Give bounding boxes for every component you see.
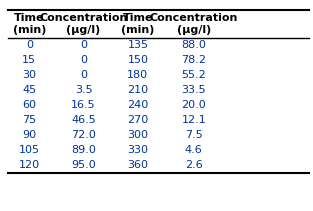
Text: 95.0: 95.0: [71, 160, 96, 170]
Text: 15: 15: [22, 55, 36, 65]
Text: 60: 60: [22, 100, 36, 110]
Text: 72.0: 72.0: [71, 130, 96, 140]
Text: 2.6: 2.6: [185, 160, 203, 170]
Text: 330: 330: [127, 145, 148, 155]
Text: 105: 105: [19, 145, 40, 155]
Text: 0: 0: [80, 55, 87, 65]
Text: 4.6: 4.6: [185, 145, 203, 155]
Text: 7.5: 7.5: [185, 130, 203, 140]
Text: 180: 180: [127, 70, 148, 80]
Text: 90: 90: [22, 130, 36, 140]
Text: 3.5: 3.5: [75, 85, 92, 95]
Text: 20.0: 20.0: [181, 100, 206, 110]
Text: 270: 270: [127, 115, 148, 125]
Text: 75: 75: [22, 115, 36, 125]
Text: 135: 135: [127, 40, 148, 50]
Text: Concentration
(μg/l): Concentration (μg/l): [150, 13, 238, 35]
Text: 46.5: 46.5: [71, 115, 96, 125]
Text: 150: 150: [127, 55, 148, 65]
Text: 33.5: 33.5: [182, 85, 206, 95]
Text: 0: 0: [80, 70, 87, 80]
Text: 240: 240: [127, 100, 148, 110]
Text: 0: 0: [80, 40, 87, 50]
Text: 360: 360: [127, 160, 148, 170]
Text: Time
(min): Time (min): [121, 13, 155, 35]
Text: 30: 30: [22, 70, 36, 80]
Text: 16.5: 16.5: [71, 100, 96, 110]
Text: Concentration
(μg/l): Concentration (μg/l): [39, 13, 128, 35]
Text: Time
(min): Time (min): [13, 13, 46, 35]
Text: 0: 0: [26, 40, 33, 50]
Text: 89.0: 89.0: [71, 145, 96, 155]
Text: 120: 120: [19, 160, 40, 170]
Text: 78.2: 78.2: [181, 55, 206, 65]
Text: 55.2: 55.2: [181, 70, 206, 80]
Text: 12.1: 12.1: [181, 115, 206, 125]
Text: 210: 210: [127, 85, 148, 95]
Text: 88.0: 88.0: [181, 40, 206, 50]
Text: 45: 45: [22, 85, 36, 95]
Text: 300: 300: [127, 130, 148, 140]
